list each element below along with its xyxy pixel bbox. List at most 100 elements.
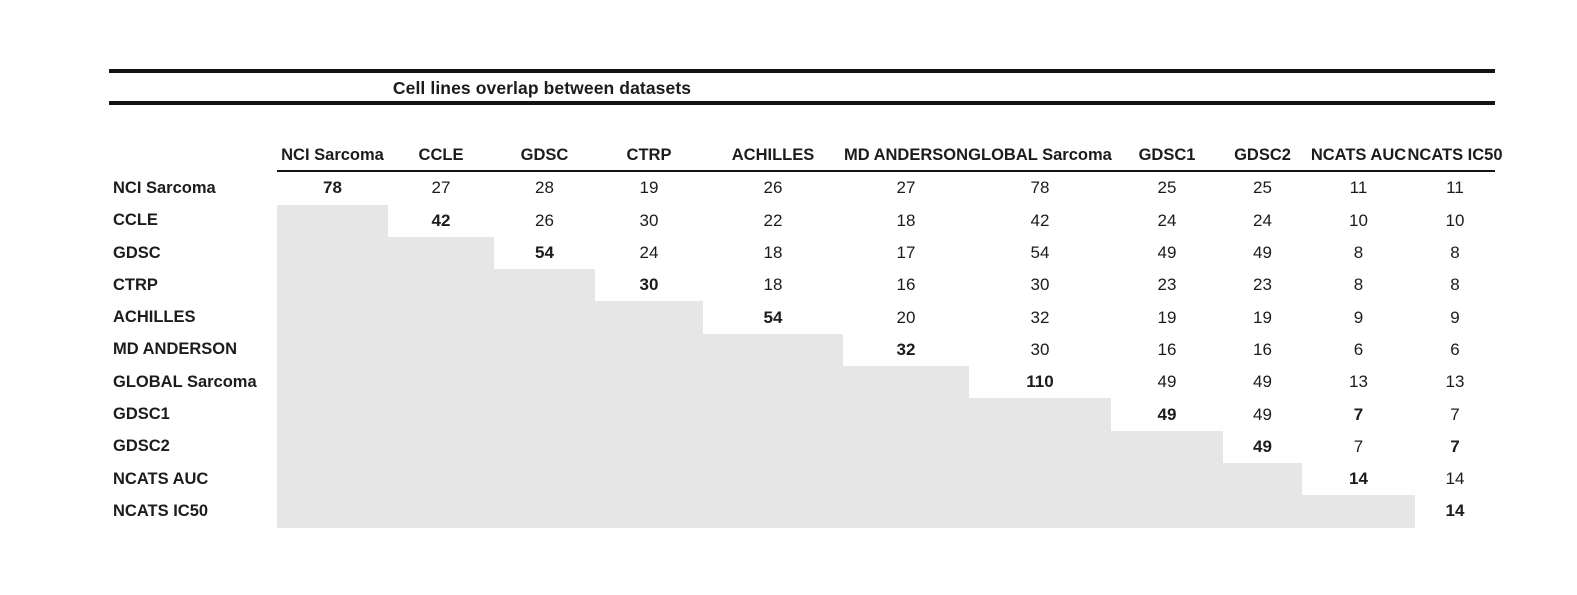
overlap-cell: 17	[896, 243, 916, 263]
column-header-ncats-ic50: NCATS IC50	[1407, 140, 1503, 173]
column-header-achilles: ACHILLES	[703, 140, 843, 173]
shaded-cell	[388, 366, 494, 399]
overlap-cell: 10	[1349, 210, 1368, 230]
shaded-cell	[1111, 495, 1223, 528]
shaded-cell	[1223, 462, 1302, 496]
overlap-cell: 23	[1253, 275, 1272, 295]
shaded-cell	[277, 398, 388, 431]
row-header-ctrp: CTRP	[113, 275, 158, 294]
overlap-cell: 13	[1445, 372, 1465, 392]
overlap-cell: 11	[1349, 178, 1368, 198]
overlap-cell: 27	[431, 178, 451, 198]
column-header-gdsc1: GDSC1	[1111, 140, 1223, 173]
row-header-ncats-ic50: NCATS IC50	[113, 501, 209, 520]
shaded-cell	[595, 333, 703, 367]
overlap-cell: 24	[1157, 210, 1177, 230]
overlap-cell: 78	[1030, 178, 1050, 198]
shaded-cell	[703, 398, 843, 431]
shaded-cell	[1223, 495, 1302, 528]
row-header-gdsc1: GDSC1	[113, 405, 170, 424]
shaded-cell	[277, 495, 388, 528]
shaded-cell	[843, 398, 969, 431]
overlap-cell: 7	[1353, 404, 1364, 424]
overlap-cell: 26	[535, 210, 554, 230]
shaded-cell	[388, 430, 494, 463]
overlap-cell: 13	[1349, 372, 1368, 392]
overlap-cell: 54	[1030, 243, 1050, 263]
shaded-cell	[494, 398, 595, 431]
shaded-cell	[969, 430, 1111, 463]
shaded-cell	[843, 430, 969, 463]
overlap-cell: 42	[1030, 210, 1050, 230]
shaded-cell	[494, 333, 595, 367]
shaded-cell	[843, 462, 969, 496]
overlap-cell: 32	[896, 339, 916, 359]
overlap-cell: 11	[1446, 178, 1464, 198]
overlap-cell: 19	[1157, 307, 1177, 327]
shaded-cell	[494, 301, 595, 334]
shaded-cell	[595, 462, 703, 496]
overlap-cell: 49	[1253, 436, 1272, 456]
overlap-cell: 23	[1157, 275, 1177, 295]
shaded-cell	[277, 366, 388, 399]
overlap-cell: 22	[763, 210, 783, 230]
shaded-cell	[388, 269, 494, 302]
overlap-cell: 26	[763, 178, 783, 198]
overlap-cell: 8	[1450, 243, 1460, 263]
shaded-cell	[494, 462, 595, 496]
overlap-cell: 49	[1157, 243, 1177, 263]
overlap-cell: 30	[639, 275, 659, 295]
shaded-cell	[703, 462, 843, 496]
shaded-cell	[494, 495, 595, 528]
row-header-achilles: ACHILLES	[113, 308, 196, 327]
column-header-global-sarcoma: GLOBAL Sarcoma	[968, 140, 1112, 173]
column-header-ccle: CCLE	[388, 140, 494, 173]
overlap-cell: 7	[1353, 436, 1364, 456]
overlap-cell: 54	[535, 243, 554, 263]
shaded-cell	[595, 301, 703, 334]
row-header-ncats-auc: NCATS AUC	[113, 469, 209, 488]
title-rule-bottom	[109, 101, 1495, 105]
shaded-cell	[1111, 462, 1223, 496]
shaded-cell	[388, 462, 494, 496]
column-header-nci-sarcoma: NCI Sarcoma	[277, 140, 388, 173]
shaded-cell	[703, 366, 843, 399]
overlap-cell: 20	[896, 307, 916, 327]
overlap-cell: 19	[639, 178, 659, 198]
overlap-cell: 10	[1445, 210, 1465, 230]
shaded-cell	[969, 398, 1111, 431]
shaded-cell	[1111, 430, 1223, 463]
shaded-cell	[595, 398, 703, 431]
overlap-cell: 25	[1253, 178, 1272, 198]
overlap-table: NCI Sarcoma CCLE GDSC CTRP ACHILLES MD ANDERS…	[108, 140, 1503, 528]
column-header-gdsc: GDSC	[494, 140, 595, 173]
row-header-md-anderson: MD ANDERSON	[113, 340, 238, 359]
shaded-cell	[388, 495, 494, 528]
shaded-cell	[595, 495, 703, 528]
overlap-cell: 49	[1157, 372, 1177, 392]
shaded-cell	[843, 495, 969, 528]
overlap-cell: 49	[1253, 372, 1272, 392]
overlap-cell: 25	[1157, 178, 1177, 198]
overlap-cell: 49	[1253, 404, 1272, 424]
shaded-cell	[1302, 495, 1415, 528]
row-header-ccle: CCLE	[113, 211, 158, 230]
shaded-cell	[277, 236, 388, 270]
overlap-cell: 8	[1353, 275, 1364, 295]
overlap-cell: 110	[1026, 372, 1054, 392]
overlap-cell: 8	[1353, 243, 1364, 263]
shaded-cell	[277, 269, 388, 302]
overlap-cell: 19	[1253, 307, 1272, 327]
shaded-cell	[277, 301, 388, 334]
shaded-cell	[388, 398, 494, 431]
row-header-gdsc2: GDSC2	[113, 437, 170, 456]
row-header-nci-sarcoma: NCI Sarcoma	[113, 178, 216, 197]
overlap-cell: 7	[1450, 404, 1460, 424]
table-title: Cell lines overlap between datasets	[392, 78, 692, 98]
column-header-gdsc2: GDSC2	[1223, 140, 1302, 173]
overlap-cell: 16	[896, 275, 916, 295]
overlap-cell: 9	[1353, 307, 1364, 327]
overlap-cell: 14	[1349, 469, 1368, 489]
overlap-cell: 54	[763, 307, 783, 327]
